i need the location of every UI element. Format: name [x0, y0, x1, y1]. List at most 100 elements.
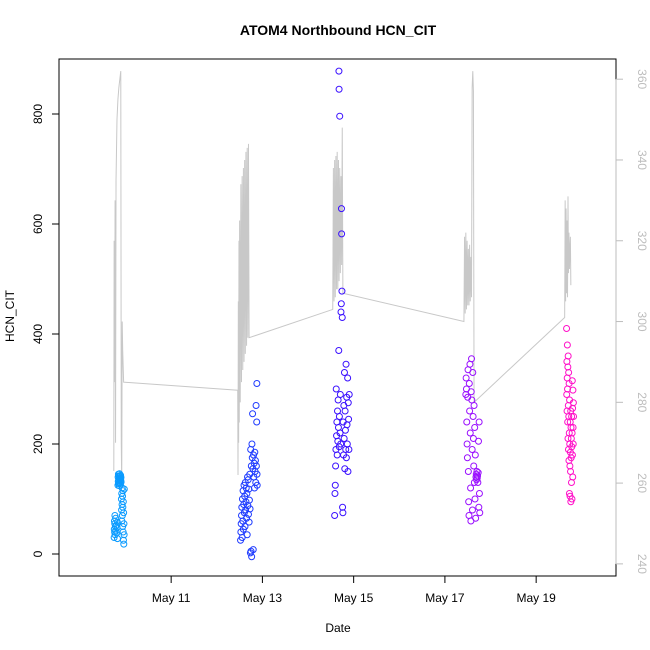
data-point: [120, 509, 128, 517]
data-point: [336, 112, 344, 120]
y-tick-label: 400: [31, 324, 45, 344]
data-point: [470, 462, 478, 470]
chart-title: ATOM4 Northbound HCN_CIT: [240, 22, 437, 38]
data-point: [568, 495, 576, 503]
data-point: [336, 391, 344, 398]
data-point: [565, 490, 573, 497]
data-point: [332, 385, 340, 393]
data-point: [474, 469, 482, 477]
data-point: [248, 440, 256, 448]
y-tick-label: 600: [31, 214, 45, 234]
x-axis-label: Date: [325, 621, 351, 635]
data-point: [464, 468, 472, 475]
data-point: [253, 380, 261, 387]
point-series-1: [110, 470, 128, 548]
data-point: [331, 512, 339, 519]
y2-tick-label: 260: [635, 473, 649, 493]
secondary-line-series: [113, 71, 572, 484]
data-point: [243, 490, 251, 497]
y-axis-label: HCN_CIT: [3, 289, 17, 342]
data-point: [473, 468, 481, 475]
data-point: [253, 418, 261, 426]
data-point: [335, 85, 343, 93]
data-point: [336, 429, 344, 437]
data-point: [340, 369, 348, 376]
data-point: [245, 496, 253, 504]
data-point: [569, 399, 577, 407]
data-point: [120, 540, 128, 548]
data-point: [474, 479, 482, 486]
data-point: [569, 386, 577, 394]
data-point: [469, 413, 477, 420]
y2-tick-label: 320: [635, 231, 649, 251]
data-point: [253, 481, 261, 489]
data-point: [117, 474, 125, 482]
data-point: [342, 360, 350, 368]
data-point: [344, 374, 352, 382]
data-point: [475, 503, 483, 511]
y2-tick-label: 300: [635, 312, 649, 332]
point-series-2: [237, 380, 261, 561]
data-point: [243, 531, 251, 539]
points-layer: [110, 67, 578, 561]
data-point: [475, 490, 483, 497]
data-point: [337, 440, 345, 448]
data-point: [345, 415, 353, 423]
data-point: [339, 509, 347, 517]
data-point: [340, 402, 348, 409]
data-point: [113, 518, 121, 526]
data-point: [342, 454, 350, 462]
x-tick-label: May 13: [243, 591, 283, 605]
data-point: [335, 347, 343, 354]
point-series-4: [462, 355, 484, 525]
y-tick-label: 800: [31, 104, 45, 124]
data-point: [569, 440, 577, 448]
data-point: [338, 230, 346, 238]
data-point: [565, 369, 573, 376]
data-point: [563, 341, 571, 349]
data-point: [120, 485, 128, 493]
data-point: [475, 418, 483, 426]
data-point: [469, 369, 477, 376]
y-axis: 0 200 400 600 800: [31, 104, 60, 557]
point-series-3: [331, 67, 353, 519]
data-point: [344, 468, 352, 475]
data-point: [463, 418, 471, 426]
x-tick-label: May 19: [516, 591, 556, 605]
data-point: [332, 462, 340, 470]
data-point: [338, 287, 346, 295]
data-point: [119, 487, 127, 495]
y-tick-label: 0: [31, 550, 45, 557]
data-point: [467, 388, 475, 396]
data-point: [569, 424, 577, 431]
data-point: [341, 407, 349, 415]
x-tick-label: May 11: [152, 591, 191, 605]
data-point: [251, 448, 259, 456]
secondary-line-layer: [113, 71, 572, 484]
data-point: [245, 518, 253, 526]
data-point: [112, 514, 120, 522]
data-point: [335, 413, 343, 420]
data-point: [242, 498, 250, 506]
data-point: [474, 472, 482, 480]
data-point: [120, 531, 128, 539]
data-point: [338, 314, 346, 321]
data-point: [468, 446, 476, 453]
plot-frame: [58, 58, 617, 577]
data-point: [337, 205, 345, 213]
data-point: [111, 512, 119, 519]
data-point: [248, 553, 256, 561]
data-point: [468, 355, 476, 363]
data-point: [462, 374, 470, 382]
data-point: [563, 325, 571, 332]
data-point: [340, 435, 348, 442]
data-point: [463, 454, 471, 462]
y2-axis: 240 260 280 300 320 340 360: [615, 69, 649, 574]
data-point: [472, 514, 480, 522]
data-point: [249, 546, 257, 554]
data-point: [249, 410, 257, 418]
data-point: [470, 402, 478, 409]
data-point: [246, 505, 254, 513]
x-tick-label: May 15: [334, 591, 374, 605]
